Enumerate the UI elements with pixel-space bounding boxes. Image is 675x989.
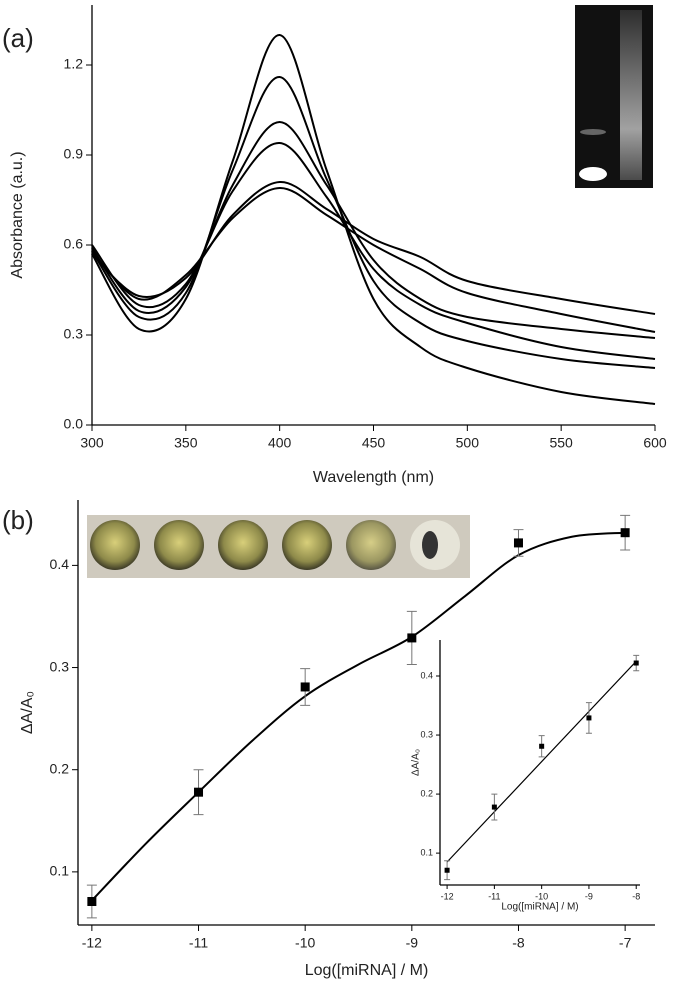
gel-image xyxy=(575,5,653,188)
fit-curve xyxy=(446,660,637,863)
data-point xyxy=(87,897,97,907)
y-tick-label: 0.3 xyxy=(420,729,433,739)
x-axis-label: Log([miRNA] / M) xyxy=(501,902,578,913)
y-tick-label: 0.2 xyxy=(420,788,433,798)
data-point xyxy=(633,660,639,666)
x-tick-label: -12 xyxy=(441,891,454,901)
x-tick-label: 550 xyxy=(549,434,573,450)
y-tick-label: 1.2 xyxy=(64,56,84,72)
panel-label: (a) xyxy=(2,23,34,53)
x-tick-label: -10 xyxy=(535,891,548,901)
y-axis-label: ΔA/A₀ xyxy=(19,691,36,734)
x-tick-label: -11 xyxy=(189,934,208,950)
x-tick-label: 400 xyxy=(268,434,292,450)
y-tick-label: 0.2 xyxy=(50,760,70,776)
x-tick-label: -8 xyxy=(632,891,640,901)
spectrum-line xyxy=(91,120,656,339)
wells-image xyxy=(87,515,470,578)
data-point xyxy=(491,804,497,810)
y-tick-label: 0.3 xyxy=(64,326,84,342)
x-tick-label: -8 xyxy=(512,934,525,950)
y-axis-label: Absorbance (a.u.) xyxy=(9,151,26,278)
y-tick-label: 0.6 xyxy=(64,236,84,252)
spectrum-line xyxy=(91,33,656,405)
data-point xyxy=(620,528,630,538)
panel-label: (b) xyxy=(2,505,34,535)
y-tick-label: 0.3 xyxy=(50,658,70,674)
y-tick-label: 0.0 xyxy=(64,416,84,432)
data-point xyxy=(539,743,545,749)
x-axis-label: Wavelength (nm) xyxy=(313,469,434,486)
x-tick-label: -12 xyxy=(82,934,102,950)
x-tick-label: 450 xyxy=(362,434,386,450)
y-axis-label: ΔA/A₀ xyxy=(411,749,422,776)
x-tick-label: 600 xyxy=(643,434,667,450)
fit-curve xyxy=(91,531,626,902)
x-tick-label: -7 xyxy=(619,934,632,950)
y-tick-label: 0.4 xyxy=(50,556,70,572)
y-tick-label: 0.4 xyxy=(420,670,433,680)
data-point xyxy=(300,682,310,692)
data-point xyxy=(513,538,523,548)
spectrum-line xyxy=(91,186,656,333)
x-tick-label: -11 xyxy=(488,891,500,901)
spectrum-line xyxy=(91,75,656,369)
y-tick-label: 0.1 xyxy=(50,863,70,879)
x-tick-label: -9 xyxy=(406,934,419,950)
x-tick-label: -10 xyxy=(295,934,315,950)
data-point xyxy=(586,715,592,721)
spectrum-line xyxy=(91,141,656,360)
y-tick-label: 0.9 xyxy=(64,146,84,162)
data-point xyxy=(194,787,204,797)
x-tick-label: 300 xyxy=(80,434,104,450)
data-point xyxy=(444,867,450,873)
y-tick-label: 0.1 xyxy=(420,847,433,857)
x-axis-label: Log([miRNA] / M) xyxy=(305,962,429,979)
spectrum-line xyxy=(91,180,656,315)
x-tick-label: 500 xyxy=(456,434,480,450)
x-tick-label: 350 xyxy=(174,434,198,450)
x-tick-label: -9 xyxy=(585,891,593,901)
data-point xyxy=(407,633,417,643)
